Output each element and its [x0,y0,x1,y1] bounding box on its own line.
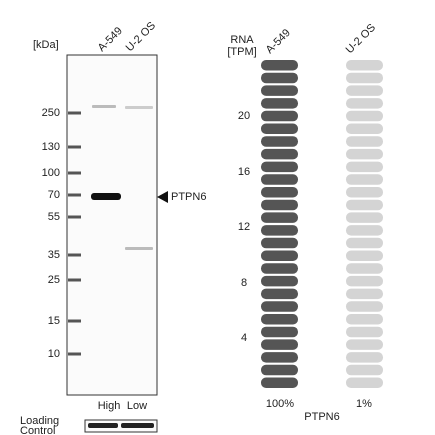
tpm-pill [346,199,383,211]
tpm-pill [346,377,383,388]
tpm-pill [261,288,298,300]
tpm-pill [261,60,298,71]
band [88,423,118,428]
marker-band [68,111,81,115]
tpm-pill [261,275,298,287]
tpm-pill [346,364,383,376]
band [91,193,121,200]
marker-band [68,352,81,356]
tpm-pill [261,212,298,223]
target-label: PTPN6 [171,191,206,203]
tpm-pill [261,174,298,185]
marker-label: 250 [42,107,60,119]
tpm-pill [346,98,383,109]
tpm-pill [346,250,383,261]
band [125,106,153,109]
rna-axis-label: 20 [238,110,250,122]
band [92,105,116,108]
marker-band [68,319,81,323]
band [125,247,153,250]
lane-level: High [98,400,121,412]
tpm-pill [346,148,383,160]
tpm-pill [261,263,298,274]
loading-label: Control [20,425,55,435]
arrow [157,191,168,203]
tpm-pill [261,364,298,376]
rna-axis-label: 16 [238,166,250,178]
marker-label: 100 [42,167,60,179]
tpm-pill [346,339,383,350]
tpm-pill [261,110,298,122]
tpm-pill [346,237,383,249]
tpm-pill [346,352,383,363]
tpm-pill [261,199,298,211]
tpm-pill [346,326,383,338]
lane-level: Low [127,400,147,412]
tpm-pill [261,148,298,160]
tpm-pill [346,174,383,185]
tpm-pill [261,339,298,350]
tpm-pill [346,136,383,147]
marker-label: 35 [48,249,60,261]
tpm-pill [261,136,298,147]
tpm-pill [261,72,298,84]
tpm-pill [346,110,383,122]
rna-axis-label: 4 [241,332,247,344]
tpm-pill [346,225,383,236]
tpm-pill [346,212,383,223]
lane-label: A-549 [264,27,293,56]
tpm-pill [346,288,383,300]
marker-label: 70 [48,189,60,201]
tpm-pill [261,301,298,312]
unit-label: [kDa] [33,39,59,51]
marker-band [68,145,81,149]
tpm-pill [261,377,298,388]
tpm-pill [346,187,383,198]
tpm-pill [261,326,298,338]
marker-band [68,171,81,175]
lane-label: U-2 OS [344,22,378,56]
rna-title: RNA [230,34,254,46]
percentage: 100% [266,398,294,410]
marker-label: 15 [48,315,60,327]
tpm-pill [261,85,298,96]
marker-band [68,253,81,257]
tpm-pill [261,98,298,109]
tpm-pill [261,161,298,173]
marker-label: 25 [48,274,60,286]
band [121,423,154,428]
tpm-pill [346,60,383,71]
rna-axis-label: 12 [238,221,250,233]
marker-label: 55 [48,211,60,223]
tpm-pill [346,72,383,84]
tpm-pill [261,123,298,134]
percentage: 1% [356,398,372,410]
tpm-pill [346,263,383,274]
blot-frame [66,54,158,396]
tpm-pill [346,275,383,287]
tpm-pill [261,187,298,198]
loading-label: Loading [20,415,59,427]
marker-band [68,193,81,197]
tpm-pill [261,314,298,325]
tpm-pill [261,225,298,236]
marker-label: 130 [42,141,60,153]
lane-label: A-549 [96,25,125,54]
marker-band [68,215,81,219]
tpm-pill [261,352,298,363]
lane-label: U-2 OS [124,20,158,54]
marker-label: 10 [48,348,60,360]
tpm-pill [346,123,383,134]
tpm-pill [346,301,383,312]
rna-title: [TPM] [227,46,256,58]
tpm-pill [346,85,383,96]
tpm-pill [261,237,298,249]
tpm-pill [261,250,298,261]
tpm-pill [346,161,383,173]
marker-band [68,278,81,282]
gene-label: PTPN6 [304,411,339,423]
rna-axis-label: 8 [241,277,247,289]
tpm-pill [346,314,383,325]
